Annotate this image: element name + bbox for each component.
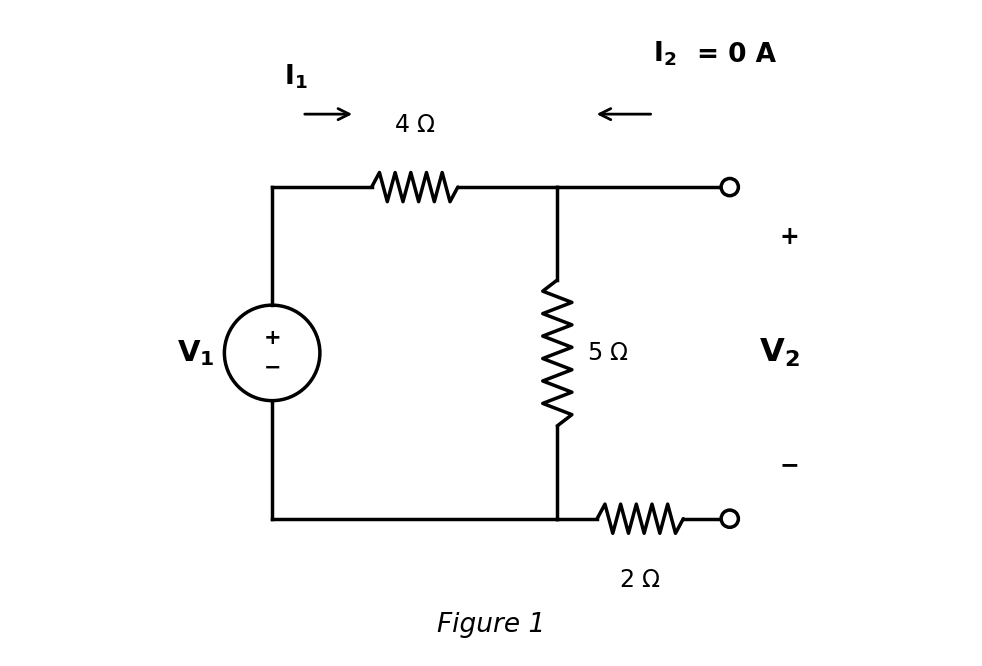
- Text: $\mathbf{I_1}$: $\mathbf{I_1}$: [284, 63, 307, 91]
- Text: $\mathbf{V_2}$: $\mathbf{V_2}$: [759, 337, 800, 369]
- Text: +: +: [263, 328, 281, 348]
- Text: $5\ \Omega$: $5\ \Omega$: [587, 341, 629, 365]
- Circle shape: [721, 178, 738, 196]
- Text: Figure 1: Figure 1: [437, 612, 545, 638]
- Text: −: −: [780, 454, 799, 478]
- Text: $4\ \Omega$: $4\ \Omega$: [394, 113, 436, 137]
- Text: $\mathbf{I_2}$: $\mathbf{I_2}$: [653, 39, 677, 68]
- Circle shape: [721, 510, 738, 527]
- Text: $\mathbf{V_1}$: $\mathbf{V_1}$: [177, 338, 215, 368]
- Text: = 0 A: = 0 A: [696, 42, 776, 68]
- Text: $2\ \Omega$: $2\ \Omega$: [620, 569, 661, 593]
- Text: +: +: [780, 225, 799, 249]
- Text: −: −: [263, 358, 281, 378]
